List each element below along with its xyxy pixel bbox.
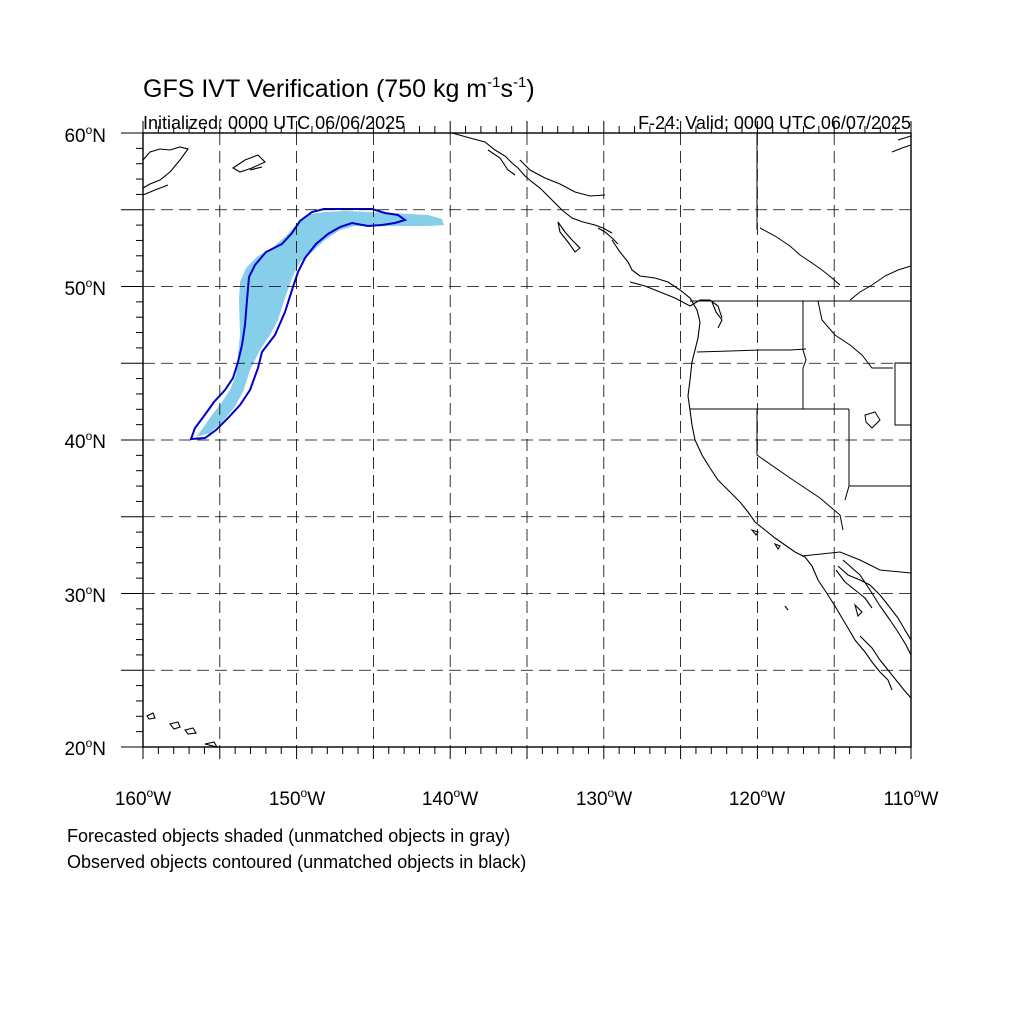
lon-label-160: 160oW bbox=[115, 786, 171, 810]
valid-time: F-24: Valid: 0000 UTC 06/07/2025 bbox=[638, 113, 911, 133]
lon-label-110: 110oW bbox=[884, 786, 939, 810]
map-panel bbox=[121, 121, 912, 759]
lon-label-120: 120oW bbox=[729, 786, 785, 810]
observed-ivt-contour[interactable] bbox=[189, 208, 408, 441]
axis-ticks bbox=[121, 121, 912, 759]
map-title: GFS IVT Verification (750 kg m-1s-1) bbox=[143, 74, 535, 103]
forecast-ivt-object bbox=[196, 211, 444, 437]
lat-label-30: 30oN bbox=[64, 583, 106, 607]
lon-label-130: 130oW bbox=[576, 786, 632, 810]
lat-label-50: 50oN bbox=[64, 276, 106, 300]
observed-legend-note: Observed objects contoured (unmatched ob… bbox=[67, 852, 527, 872]
forecast-legend-note: Forecasted objects shaded (unmatched obj… bbox=[67, 826, 511, 846]
lat-label-20: 20oN bbox=[64, 736, 106, 760]
initialized-time: Initialized: 0000 UTC 06/06/2025 bbox=[143, 113, 405, 133]
latitude-labels: 60oN 50oN 40oN 30oN 20oN bbox=[64, 123, 106, 760]
lat-label-60: 60oN bbox=[64, 123, 106, 147]
gridlines bbox=[143, 133, 911, 747]
longitude-labels: 160oW 150oW 140oW 130oW 120oW 110oW bbox=[115, 786, 939, 810]
lon-label-140: 140oW bbox=[422, 786, 478, 810]
lat-label-40: 40oN bbox=[64, 429, 106, 453]
coastlines bbox=[142, 132, 912, 748]
lon-label-150: 150oW bbox=[269, 786, 325, 810]
